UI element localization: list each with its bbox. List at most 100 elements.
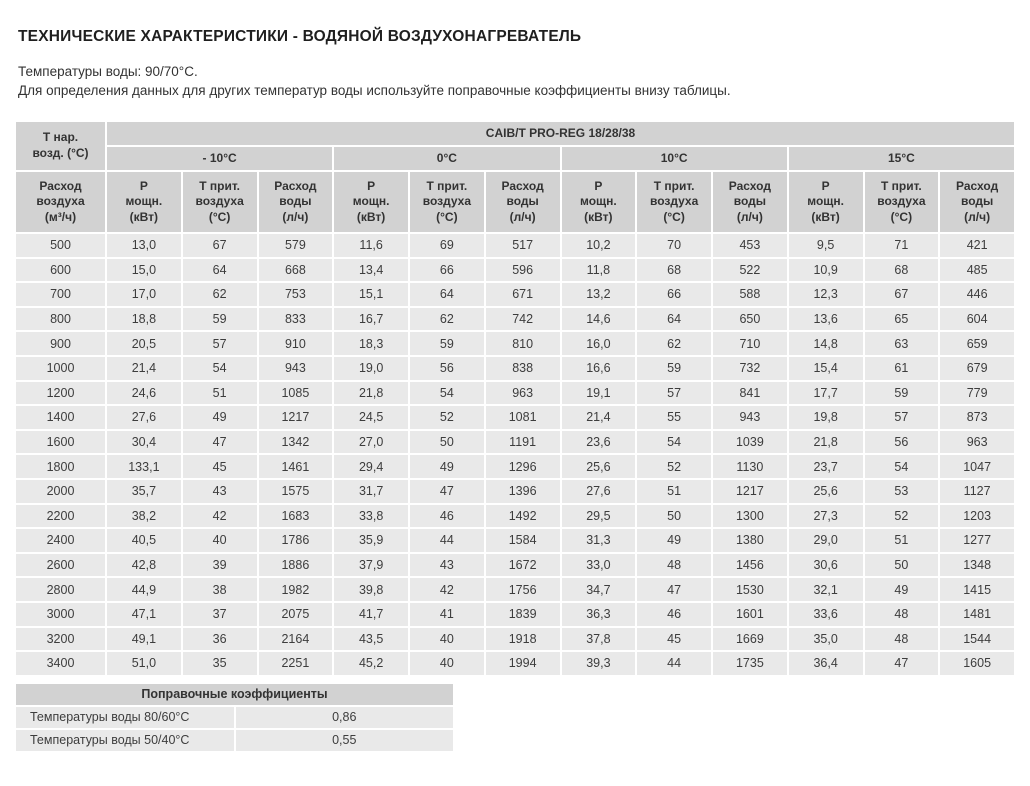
coefficient-row: Температуры воды 50/40°С 0,55 [16,729,453,751]
model-header: CAIB/T PRO-REG 18/28/38 [107,122,1014,145]
data-cell: 1348 [940,553,1014,577]
table-row: 600 15,0 64 668 13,4 66 596 11,8 68 522 10,9 68 485 [16,258,1014,282]
data-cell: 1415 [940,578,1014,601]
coefficient-label: Температуры воды 50/40°С [16,729,234,751]
data-cell: 38,2 [107,504,181,528]
data-cell: 51,0 [107,652,181,675]
data-cell: 668 [258,258,333,282]
data-cell: 40 [410,627,484,651]
data-cell: 35,0 [788,627,863,651]
data-cell: 742 [485,307,560,331]
data-cell: 24,5 [334,406,408,429]
data-cell: 943 [258,356,333,380]
data-cell: 40,5 [107,529,181,552]
data-cell: 1396 [485,479,560,503]
data-cell: 9,5 [788,234,863,257]
page: ТЕХНИЧЕСКИЕ ХАРАКТЕРИСТИКИ - ВОДЯНОЙ ВОЗ… [16,28,1014,751]
data-cell: 833 [258,307,333,331]
data-cell: 31,3 [561,529,636,552]
data-cell: 64 [182,258,257,282]
data-cell: 48 [864,627,939,651]
data-cell: 51 [182,381,257,405]
temp-group-header: 10°C [561,147,787,170]
data-cell: 56 [864,430,939,454]
data-cell: 23,7 [788,455,863,478]
data-cell: 59 [637,356,711,380]
data-cell: 19,0 [334,356,408,380]
column-header-row: Расход воздуха (м³/ч) Р мощн. (кВт) Т при… [16,172,1014,232]
data-cell: 55 [637,406,711,429]
data-cell: 25,6 [561,455,636,478]
data-cell: 17,0 [107,283,181,306]
temp-group-header: 0°C [334,147,560,170]
data-cell: 36,3 [561,602,636,626]
data-cell: 42 [410,578,484,601]
data-cell: 21,4 [107,356,181,380]
data-cell: 27,3 [788,504,863,528]
data-cell: 10,9 [788,258,863,282]
data-cell: 1217 [258,406,333,429]
column-header: Расход воды (л/ч) [713,172,787,232]
data-cell: 68 [864,258,939,282]
data-cell: 1081 [485,406,560,429]
data-cell: 10,2 [561,234,636,257]
data-cell: 753 [258,283,333,306]
data-cell: 1492 [485,504,560,528]
data-cell: 27,6 [561,479,636,503]
data-cell: 29,0 [788,529,863,552]
data-cell: 45 [182,455,257,478]
data-cell: 59 [410,332,484,355]
table-row: 3000 47,1 37 2075 41,7 41 1839 36,3 46 1601 33,6 48… [16,602,1014,626]
airflow-value: 1000 [16,356,105,380]
data-cell: 1203 [940,504,1014,528]
column-header: Т прит. воздуха (°С) [410,172,484,232]
data-cell: 133,1 [107,455,181,478]
table-row: 800 18,8 59 833 16,7 62 742 14,6 64 650 13,6 65 604 [16,307,1014,331]
airflow-value: 600 [16,258,105,282]
airflow-value: 1200 [16,381,105,405]
data-cell: 1786 [258,529,333,552]
data-cell: 49 [864,578,939,601]
column-header: Р мощн. (кВт) [561,172,636,232]
table-row: 2600 42,8 39 1886 37,9 43 1672 33,0 48 1456 30,6 50… [16,553,1014,577]
table-row: 900 20,5 57 910 18,3 59 810 16,0 62 710 14,8 63 659 [16,332,1014,355]
model-header-row: Т нар. возд. (°С) CAIB/T PRO-REG 18/28/3… [16,122,1014,170]
data-cell: 1994 [485,652,560,675]
data-cell: 779 [940,381,1014,405]
data-cell: 43 [182,479,257,503]
data-cell: 943 [713,406,787,429]
data-cell: 48 [864,602,939,626]
data-cell: 20,5 [107,332,181,355]
data-cell: 1296 [485,455,560,478]
data-cell: 16,0 [561,332,636,355]
data-cell: 51 [637,479,711,503]
data-cell: 1130 [713,455,787,478]
data-cell: 485 [940,258,1014,282]
airflow-header: Расход воздуха (м³/ч) [16,172,105,232]
data-cell: 1300 [713,504,787,528]
data-cell: 29,4 [334,455,408,478]
data-cell: 43 [410,553,484,577]
data-cell: 46 [410,504,484,528]
data-cell: 54 [410,381,484,405]
data-cell: 54 [182,356,257,380]
data-cell: 47 [182,430,257,454]
data-cell: 1886 [258,553,333,577]
data-cell: 810 [485,332,560,355]
data-cell: 39 [182,553,257,577]
table-row: 2200 38,2 42 1683 33,8 46 1492 29,5 50 1300 27,3 52… [16,504,1014,528]
data-cell: 13,0 [107,234,181,257]
data-cell: 37,8 [561,627,636,651]
table-row: 1000 21,4 54 943 19,0 56 838 16,6 59 732 15,4 61 679 [16,356,1014,380]
data-cell: 36 [182,627,257,651]
data-cell: 43,5 [334,627,408,651]
data-cell: 54 [864,455,939,478]
data-cell: 59 [864,381,939,405]
column-header: Т прит. воздуха (°С) [182,172,257,232]
data-cell: 1217 [713,479,787,503]
data-cell: 13,2 [561,283,636,306]
data-cell: 42 [182,504,257,528]
data-cell: 46 [637,602,711,626]
data-cell: 27,6 [107,406,181,429]
data-cell: 52 [637,455,711,478]
